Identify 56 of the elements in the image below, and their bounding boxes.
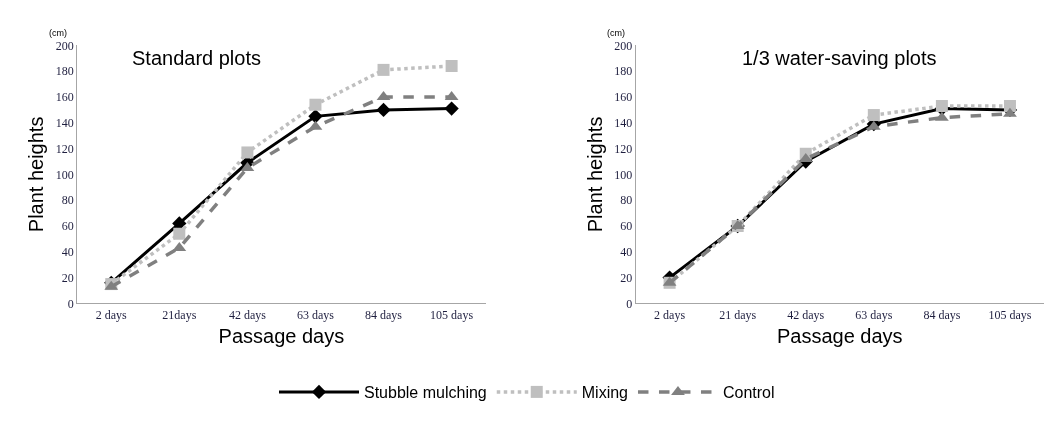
y-tick-label: 40 [620, 245, 633, 260]
text: (cm) [607, 28, 625, 38]
y-tick-label: 180 [614, 64, 633, 79]
legend-label: Stubble mulching [364, 384, 487, 402]
y-tick-label: 100 [55, 167, 74, 182]
x-tick-label: 2 days [654, 307, 686, 322]
text: (cm) [49, 28, 67, 38]
chart-title: Standard plots [132, 47, 261, 69]
y-tick-label: 100 [614, 167, 633, 182]
legend-label: Control [722, 384, 775, 402]
point [309, 98, 322, 111]
point [376, 102, 391, 118]
x-axis-title: Passage days [218, 325, 345, 348]
point [308, 109, 323, 124]
x-tick-label: 21 days [719, 307, 757, 322]
x-tick-label: 105 days [430, 307, 474, 322]
x-tick-label: 42 days [228, 307, 267, 322]
y-tick-label: 0 [67, 296, 74, 311]
point [444, 101, 459, 116]
y-tick-label: 140 [55, 115, 74, 130]
y-tick-label: 160 [614, 90, 633, 105]
y-tick-label: 0 [626, 296, 633, 311]
y-axis-title: Plant heights [25, 116, 48, 233]
point [445, 60, 458, 73]
x-tick-label: 63 days [855, 307, 893, 322]
y-tick-label: 180 [55, 64, 74, 79]
y-tick-label: 160 [55, 90, 74, 105]
y-tick-label: 120 [55, 141, 74, 156]
x-tick-label: 63 days [296, 307, 335, 322]
x-tick-label: 2 days [95, 307, 128, 322]
y-tick-label: 120 [614, 141, 633, 156]
y-tick-label: 80 [620, 193, 633, 208]
point [377, 63, 390, 76]
y-tick-label: 60 [620, 219, 633, 234]
y-tick-label: 80 [61, 193, 74, 208]
x-tick-label: 21days [162, 307, 197, 322]
point [867, 109, 880, 122]
x-tick-label: 84 days [923, 307, 961, 322]
point [241, 146, 254, 159]
x-axis-title: Passage days [776, 325, 903, 348]
y-tick-label: 20 [620, 270, 633, 285]
x-tick-label: 105 days [988, 307, 1032, 322]
y-axis-title: Plant heights [583, 116, 606, 233]
y-tick-label: 20 [61, 270, 74, 285]
y-tick-label: 140 [614, 115, 633, 130]
point [173, 227, 186, 240]
y-tick-label: 200 [55, 38, 74, 53]
y-tick-label: 60 [61, 219, 74, 234]
y-tick-label: 200 [614, 38, 633, 53]
point [1003, 107, 1017, 117]
legend-label: Mixing [581, 384, 628, 402]
y-tick-label: 40 [61, 245, 74, 260]
x-tick-label: 42 days [787, 307, 825, 322]
point [1003, 100, 1016, 113]
chart-title: 1/3 water-saving plots [742, 47, 937, 69]
x-tick-label: 84 days [365, 307, 403, 322]
